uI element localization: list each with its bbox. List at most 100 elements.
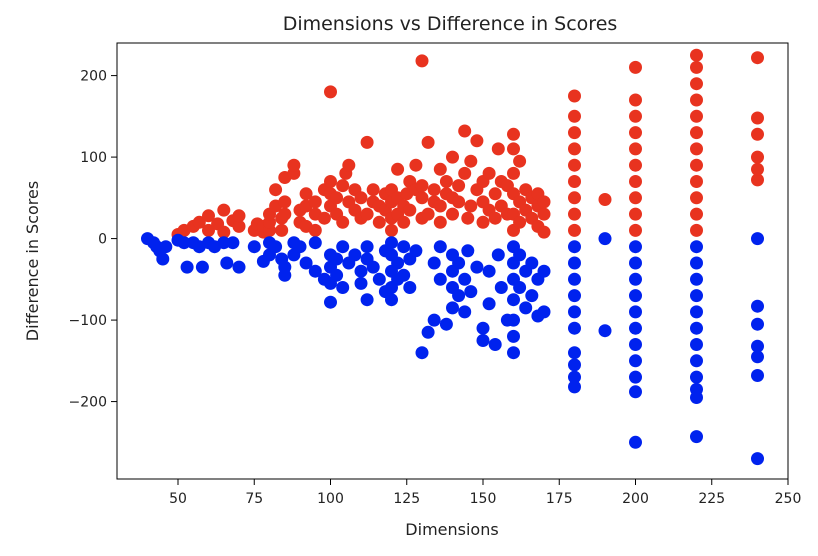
point-s0-168 <box>751 51 764 65</box>
point-s1-144 <box>751 339 764 353</box>
point-s0-97 <box>464 154 478 168</box>
point-s1-64 <box>415 346 429 360</box>
point-s0-137 <box>568 126 581 140</box>
point-s1-4 <box>156 252 170 266</box>
point-s1-40 <box>336 281 350 294</box>
x-tick-label-1: 75 <box>245 491 263 507</box>
point-s0-159 <box>690 93 703 107</box>
x-tick-label-4: 150 <box>470 491 497 507</box>
point-s0-41 <box>324 85 337 99</box>
point-s0-79 <box>421 207 435 221</box>
point-s1-134 <box>690 305 703 319</box>
point-s0-154 <box>690 175 703 188</box>
point-s1-69 <box>433 272 447 286</box>
point-s1-124 <box>629 321 642 335</box>
point-s0-52 <box>354 191 368 205</box>
x-tick-label-2: 100 <box>317 491 344 507</box>
x-axis: 50 75 100 125 150 175 200 225 250 <box>169 479 801 507</box>
point-s0-149 <box>629 93 642 107</box>
point-s1-28 <box>293 240 307 254</box>
point-s0-71 <box>403 203 417 217</box>
x-tick-label-3: 125 <box>393 491 420 507</box>
point-s1-56 <box>385 293 398 307</box>
point-s1-137 <box>690 354 703 368</box>
point-s1-88 <box>494 281 508 294</box>
point-s0-33 <box>308 223 322 237</box>
point-s0-105 <box>488 211 502 225</box>
point-s0-61 <box>385 223 398 237</box>
point-s0-153 <box>690 191 703 205</box>
point-s1-8 <box>180 260 194 274</box>
point-s1-38 <box>330 268 344 282</box>
point-s0-88 <box>446 207 459 221</box>
point-s0-78 <box>415 54 429 68</box>
point-s0-23 <box>278 207 292 221</box>
point-s1-45 <box>360 240 374 254</box>
point-s1-121 <box>629 272 642 286</box>
point-s1-79 <box>461 244 475 258</box>
point-s1-59 <box>397 240 411 254</box>
point-s0-128 <box>537 225 551 239</box>
point-s1-77 <box>458 272 472 286</box>
point-s0-67 <box>391 162 405 176</box>
point-s0-84 <box>433 199 447 213</box>
point-s1-142 <box>751 299 764 313</box>
point-s0-145 <box>629 158 642 172</box>
point-s1-87 <box>491 248 505 262</box>
point-s0-45 <box>336 179 350 193</box>
point-s0-160 <box>690 77 703 91</box>
point-s1-36 <box>324 295 337 309</box>
point-s0-93 <box>458 166 472 180</box>
point-s0-8 <box>217 203 231 217</box>
point-s1-16 <box>226 236 240 250</box>
point-s1-15 <box>220 256 234 270</box>
x-tick-label-0: 50 <box>169 491 187 507</box>
point-s0-20 <box>269 183 283 197</box>
point-s1-7 <box>177 236 191 250</box>
y-tick-label-2: 0 <box>98 232 107 248</box>
point-s1-48 <box>366 260 380 274</box>
y-tick-label-1: −100 <box>69 313 107 329</box>
point-s0-120 <box>513 154 527 168</box>
point-s1-49 <box>372 272 386 286</box>
points-layer <box>141 48 764 466</box>
point-s0-100 <box>476 215 490 229</box>
point-s1-117 <box>598 324 612 338</box>
y-axis-label: Difference in Scores <box>23 181 42 341</box>
point-s0-150 <box>629 60 642 74</box>
point-s1-74 <box>446 301 459 315</box>
point-s0-117 <box>507 127 520 141</box>
point-s1-68 <box>433 240 447 254</box>
point-s0-77 <box>415 179 429 193</box>
point-s0-140 <box>598 193 612 206</box>
point-s0-36 <box>317 211 331 225</box>
x-tick-label-7: 225 <box>698 491 725 507</box>
point-s1-131 <box>690 256 703 270</box>
point-s0-107 <box>491 142 505 156</box>
point-s1-122 <box>629 289 642 303</box>
point-s0-106 <box>488 187 502 201</box>
x-tick-label-5: 175 <box>546 491 573 507</box>
point-s1-39 <box>336 240 350 254</box>
point-s1-110 <box>568 289 581 303</box>
point-s0-80 <box>421 135 435 149</box>
point-s1-105 <box>537 264 551 278</box>
point-s0-133 <box>568 191 581 205</box>
point-s0-76 <box>415 191 429 205</box>
point-s1-133 <box>690 289 703 303</box>
point-s0-115 <box>507 166 520 180</box>
point-s0-99 <box>470 134 484 148</box>
point-s1-57 <box>391 256 405 270</box>
point-s1-63 <box>409 244 423 258</box>
point-s0-4 <box>202 223 215 237</box>
point-s0-136 <box>568 142 581 156</box>
point-s1-78 <box>458 305 472 319</box>
point-s0-135 <box>568 158 581 172</box>
point-s0-165 <box>751 150 764 164</box>
point-s1-140 <box>690 391 703 404</box>
point-s1-22 <box>269 240 283 254</box>
point-s1-80 <box>464 285 478 299</box>
point-s0-21 <box>275 223 289 237</box>
point-s0-43 <box>330 191 344 205</box>
